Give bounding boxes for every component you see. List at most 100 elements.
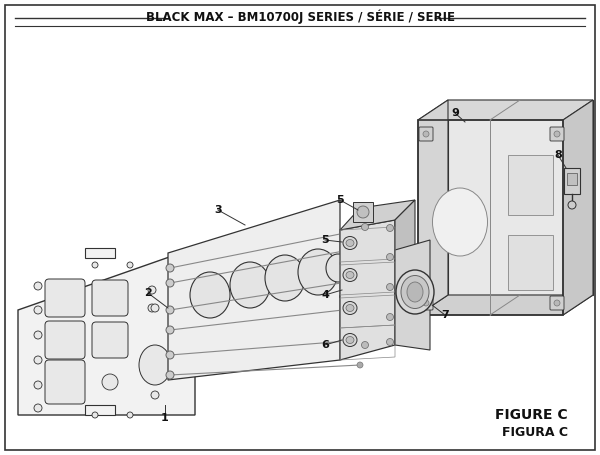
- FancyBboxPatch shape: [92, 322, 128, 358]
- Circle shape: [92, 262, 98, 268]
- Text: 5: 5: [336, 195, 344, 205]
- Circle shape: [357, 362, 363, 368]
- Circle shape: [34, 356, 42, 364]
- FancyBboxPatch shape: [92, 280, 128, 316]
- Circle shape: [357, 337, 363, 343]
- Polygon shape: [85, 405, 115, 415]
- Ellipse shape: [346, 304, 354, 312]
- Polygon shape: [418, 100, 448, 315]
- Circle shape: [361, 223, 368, 231]
- Circle shape: [386, 283, 394, 290]
- Circle shape: [386, 313, 394, 320]
- Ellipse shape: [346, 272, 354, 278]
- Circle shape: [554, 131, 560, 137]
- Ellipse shape: [265, 255, 305, 301]
- Circle shape: [386, 253, 394, 261]
- Text: 9: 9: [451, 108, 459, 118]
- FancyBboxPatch shape: [45, 360, 85, 404]
- Circle shape: [102, 374, 118, 390]
- Circle shape: [357, 277, 363, 283]
- Ellipse shape: [343, 334, 357, 347]
- FancyBboxPatch shape: [550, 296, 564, 310]
- Circle shape: [166, 351, 174, 359]
- Polygon shape: [563, 100, 593, 315]
- FancyBboxPatch shape: [564, 168, 580, 194]
- Circle shape: [357, 305, 363, 311]
- Circle shape: [357, 245, 363, 251]
- Circle shape: [357, 227, 363, 233]
- Text: 3: 3: [214, 205, 222, 215]
- Polygon shape: [340, 220, 395, 360]
- Text: 4: 4: [321, 290, 329, 300]
- Circle shape: [568, 201, 576, 209]
- Polygon shape: [85, 248, 115, 258]
- Circle shape: [166, 371, 174, 379]
- Circle shape: [92, 412, 98, 418]
- Circle shape: [166, 264, 174, 272]
- Ellipse shape: [343, 268, 357, 282]
- Circle shape: [148, 286, 156, 294]
- Ellipse shape: [433, 188, 487, 256]
- Circle shape: [34, 404, 42, 412]
- Circle shape: [554, 300, 560, 306]
- Ellipse shape: [401, 275, 429, 308]
- Polygon shape: [448, 100, 593, 295]
- FancyBboxPatch shape: [508, 235, 553, 290]
- Text: BLACK MAX – BM10700J SERIES / SÉRIE / SERIE: BLACK MAX – BM10700J SERIES / SÉRIE / SE…: [146, 10, 455, 24]
- FancyBboxPatch shape: [419, 127, 433, 141]
- Ellipse shape: [407, 282, 423, 302]
- Circle shape: [166, 306, 174, 314]
- Text: 1: 1: [161, 413, 169, 423]
- Polygon shape: [395, 200, 415, 345]
- Ellipse shape: [346, 239, 354, 247]
- Circle shape: [34, 331, 42, 339]
- Text: 8: 8: [554, 150, 562, 160]
- FancyBboxPatch shape: [419, 296, 433, 310]
- Circle shape: [127, 262, 133, 268]
- FancyBboxPatch shape: [45, 279, 85, 317]
- Ellipse shape: [139, 345, 171, 385]
- Text: FIGURE C: FIGURE C: [496, 408, 568, 422]
- Ellipse shape: [190, 272, 230, 318]
- Ellipse shape: [396, 270, 434, 314]
- Polygon shape: [418, 295, 593, 315]
- Polygon shape: [395, 240, 430, 350]
- FancyBboxPatch shape: [550, 127, 564, 141]
- Circle shape: [423, 131, 429, 137]
- FancyBboxPatch shape: [508, 155, 553, 215]
- Circle shape: [151, 391, 159, 399]
- FancyBboxPatch shape: [353, 202, 373, 222]
- Circle shape: [127, 412, 133, 418]
- Ellipse shape: [346, 337, 354, 344]
- Circle shape: [386, 224, 394, 232]
- Polygon shape: [168, 200, 340, 380]
- Circle shape: [386, 339, 394, 345]
- Ellipse shape: [326, 254, 350, 282]
- Circle shape: [361, 342, 368, 349]
- Circle shape: [166, 326, 174, 334]
- Ellipse shape: [298, 249, 338, 295]
- Circle shape: [34, 282, 42, 290]
- Circle shape: [34, 306, 42, 314]
- Text: 5: 5: [321, 235, 329, 245]
- Text: FIGURA C: FIGURA C: [502, 425, 568, 439]
- Polygon shape: [18, 248, 195, 415]
- Circle shape: [148, 304, 156, 312]
- Circle shape: [166, 279, 174, 287]
- Text: 6: 6: [321, 340, 329, 350]
- Ellipse shape: [343, 237, 357, 249]
- FancyBboxPatch shape: [567, 173, 577, 185]
- FancyBboxPatch shape: [45, 321, 85, 359]
- Ellipse shape: [357, 206, 369, 218]
- Circle shape: [151, 304, 159, 312]
- Polygon shape: [185, 320, 195, 345]
- Text: 2: 2: [144, 288, 152, 298]
- Ellipse shape: [343, 302, 357, 314]
- Text: 7: 7: [441, 310, 449, 320]
- FancyBboxPatch shape: [5, 5, 595, 450]
- Polygon shape: [340, 200, 415, 230]
- Polygon shape: [418, 100, 593, 120]
- Circle shape: [423, 300, 429, 306]
- Circle shape: [34, 381, 42, 389]
- Ellipse shape: [230, 262, 270, 308]
